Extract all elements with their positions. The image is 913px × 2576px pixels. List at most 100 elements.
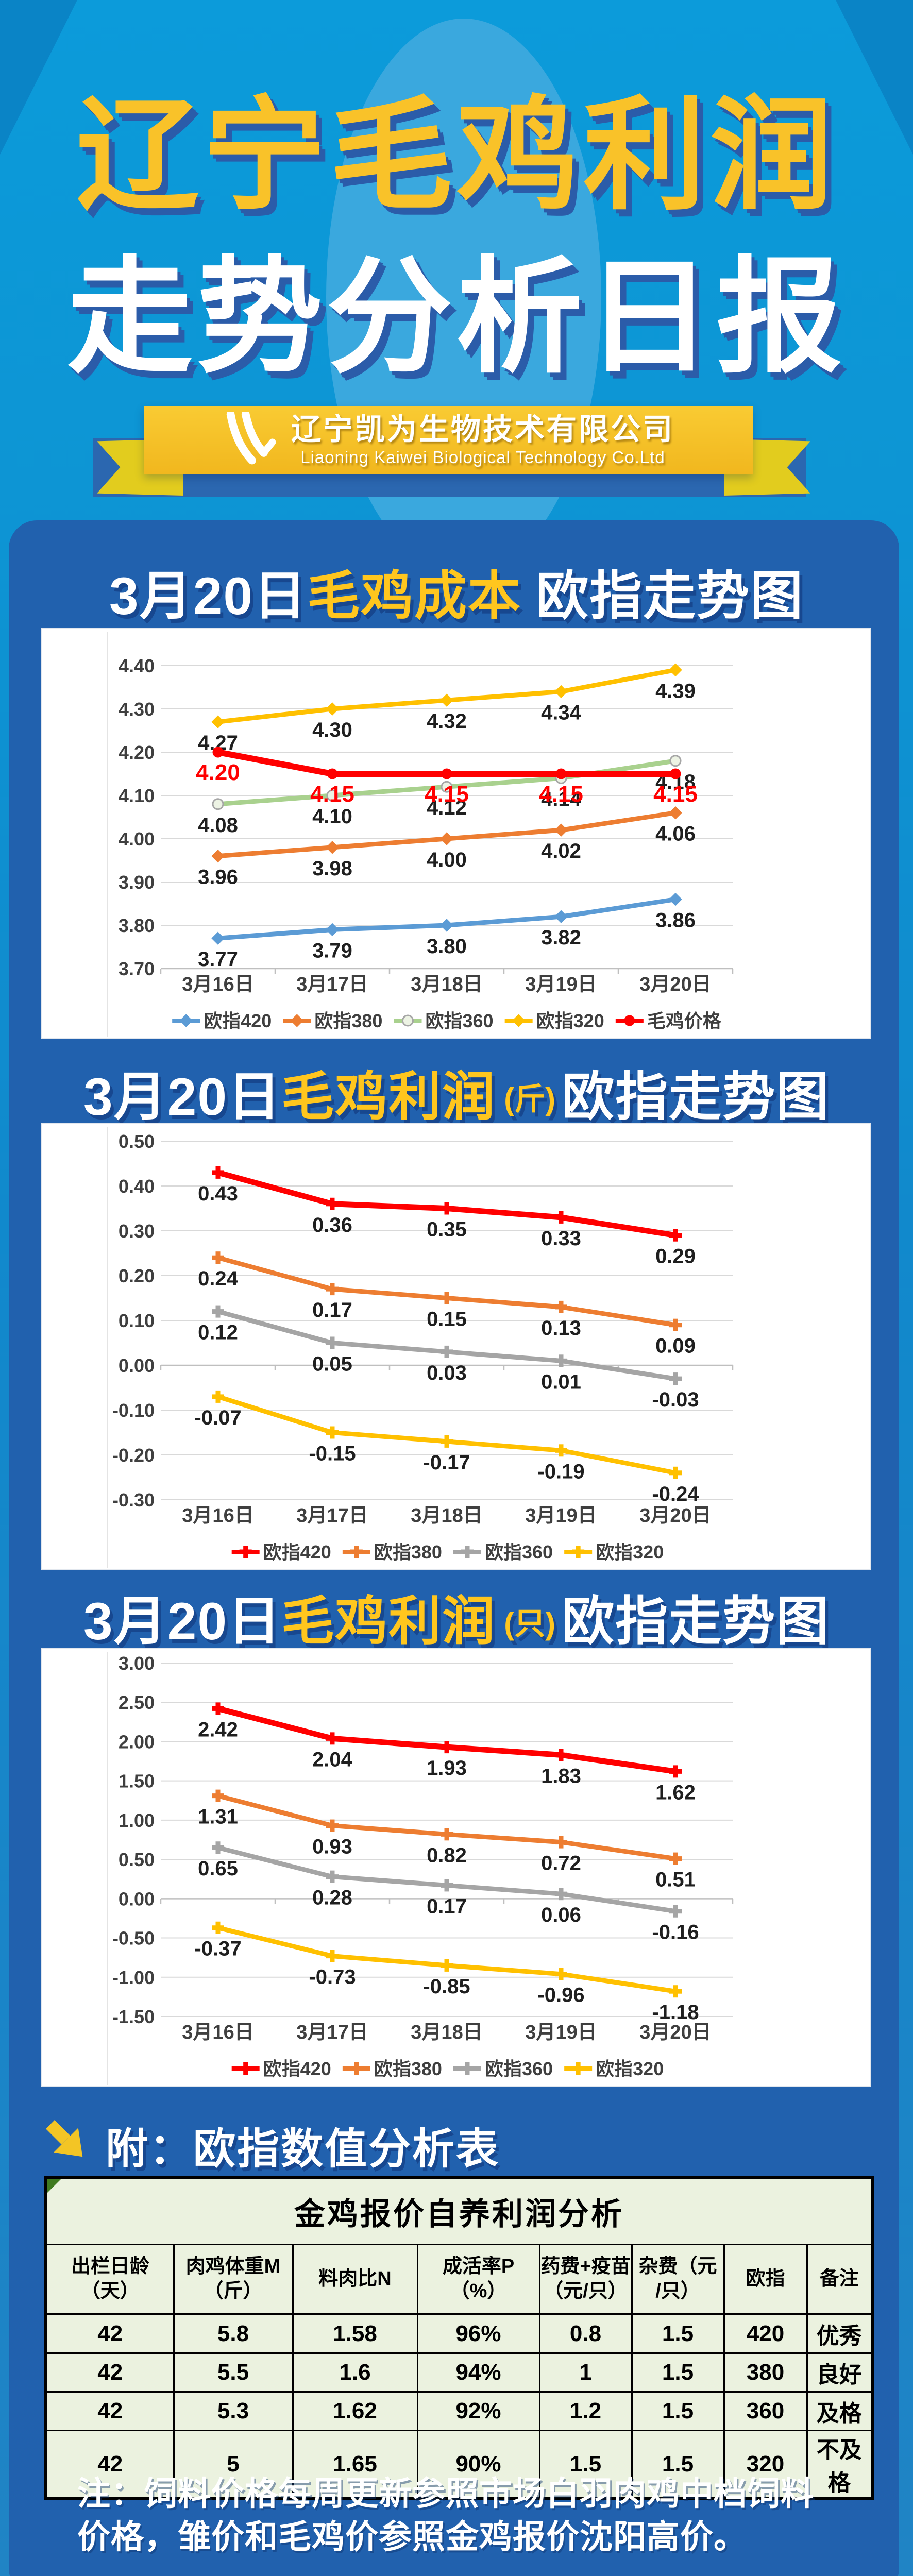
table-header-cell: 肉鸡体重M （斤）: [173, 2244, 294, 2315]
table-cell: 42: [45, 2313, 175, 2354]
svg-text:0.00: 0.00: [119, 1355, 155, 1376]
table-cell: 5.3: [173, 2391, 294, 2431]
svg-text:欧指380: 欧指380: [374, 2058, 442, 2079]
svg-text:0.50: 0.50: [119, 1849, 155, 1870]
table-cell: 1.6: [292, 2352, 418, 2393]
table-cell: 1: [538, 2352, 633, 2393]
svg-text:欧指360: 欧指360: [485, 1541, 553, 1563]
svg-text:3月20日: 3月20日: [639, 2022, 711, 2043]
table-row: 42 5.8 1.58 96% 0.8 1.5 420 优秀: [45, 2313, 873, 2354]
svg-text:0.33: 0.33: [541, 1227, 581, 1250]
svg-text:欧指420: 欧指420: [263, 2058, 331, 2079]
title-date: 3月20日: [109, 567, 308, 625]
table-row: 42 5.3 1.62 92% 1.2 1.5 360 及格: [45, 2391, 873, 2431]
svg-text:3.79: 3.79: [312, 939, 352, 962]
svg-text:3.77: 3.77: [198, 948, 238, 971]
svg-text:-0.30: -0.30: [112, 1489, 155, 1511]
svg-text:4.20: 4.20: [196, 760, 240, 785]
title-highlight: 毛鸡利润: [281, 1592, 496, 1651]
title-suffix: 欧指走势图: [562, 1592, 830, 1651]
table-cell: 优秀: [806, 2313, 873, 2354]
section-title-profit-zhi: 3月20日毛鸡利润 (只) 欧指走势图: [0, 1594, 913, 1649]
profit-jin-chart-box: 0.50 0.40 0.30 0.20 0.10 0.00 -0.10 -0.20 -0.30 3…: [41, 1123, 871, 1570]
company-name-block: 辽宁凯为生物技术有限公司 Liaoning Kaiwei Biological …: [291, 413, 674, 467]
table-cell: 360: [723, 2391, 808, 2431]
svg-text:-0.37: -0.37: [194, 1938, 241, 1960]
svg-text:3月19日: 3月19日: [525, 1505, 597, 1527]
table-corner-marker: [47, 2179, 61, 2193]
table-header-cell: 料肉比N: [292, 2244, 418, 2315]
svg-text:0.30: 0.30: [119, 1221, 155, 1242]
svg-text:0.29: 0.29: [655, 1245, 696, 1268]
table-cell: 1.5: [631, 2352, 725, 2393]
svg-text:0.05: 0.05: [312, 1353, 352, 1376]
svg-text:1.62: 1.62: [655, 1781, 696, 1804]
svg-text:4.34: 4.34: [541, 701, 582, 724]
svg-text:3.00: 3.00: [119, 1653, 155, 1674]
svg-text:4.14: 4.14: [541, 788, 582, 810]
svg-text:4.20: 4.20: [119, 742, 155, 763]
table-cell: 96%: [416, 2313, 540, 2354]
svg-text:-0.10: -0.10: [112, 1400, 155, 1421]
svg-text:-0.24: -0.24: [652, 1483, 699, 1505]
table-header-cell: 备注: [806, 2244, 873, 2315]
svg-text:0.13: 0.13: [541, 1317, 581, 1340]
table-header-cell: 药费+疫苗 （元/只）: [538, 2244, 633, 2315]
svg-text:-0.73: -0.73: [309, 1966, 356, 1989]
svg-text:-0.16: -0.16: [652, 1921, 699, 1944]
svg-text:欧指380: 欧指380: [314, 1010, 382, 1031]
svg-text:0.65: 0.65: [198, 1857, 238, 1880]
svg-text:3月17日: 3月17日: [296, 2022, 368, 2043]
svg-text:3.86: 3.86: [655, 909, 696, 932]
table-cell: 1.5: [538, 2430, 633, 2500]
svg-text:欧指420: 欧指420: [204, 1010, 272, 1031]
table-header-cell: 杂费（元/只）: [631, 2244, 725, 2315]
title-highlight: 毛鸡利润: [281, 1067, 496, 1126]
svg-text:0.10: 0.10: [119, 1310, 155, 1331]
header-title-line2: 走势分析日报: [67, 247, 846, 387]
svg-text:1.31: 1.31: [198, 1806, 238, 1828]
title-highlight: 毛鸡成本: [307, 567, 522, 625]
table-cell: 1.5: [631, 2391, 725, 2431]
svg-text:0.03: 0.03: [427, 1362, 467, 1384]
svg-text:3月16日: 3月16日: [182, 2022, 253, 2043]
svg-text:3.80: 3.80: [119, 915, 155, 936]
svg-text:2.04: 2.04: [312, 1748, 353, 1771]
table-cell: 良好: [806, 2352, 873, 2393]
company-name-cn: 辽宁凯为生物技术有限公司: [291, 412, 674, 446]
svg-text:0.28: 0.28: [312, 1887, 352, 1909]
profit-per-zhi-trend-chart: 3.00 2.50 2.00 1.50 1.00 0.50 0.00 -0.50 -1.00 -1…: [107, 1652, 734, 2085]
table-cell: 不及格: [806, 2430, 873, 2500]
svg-text:欧指360: 欧指360: [426, 1010, 494, 1031]
svg-text:4.32: 4.32: [427, 710, 467, 733]
svg-text:1.00: 1.00: [119, 1810, 155, 1831]
title-unit: (只): [504, 1606, 556, 1641]
table-cell: 42: [45, 2391, 175, 2431]
svg-text:3月16日: 3月16日: [182, 1505, 253, 1527]
table-cell: 92%: [416, 2391, 540, 2431]
note-line-1: 注：饲料价格每周更新参照市场白羽肉鸡中档饲料: [77, 2475, 814, 2512]
svg-text:3.80: 3.80: [427, 935, 467, 958]
svg-text:3.90: 3.90: [119, 872, 155, 893]
svg-text:-0.96: -0.96: [537, 1984, 584, 2007]
table-cell: 1.62: [292, 2391, 418, 2431]
table-header-cell: 成活率P （%）: [416, 2244, 540, 2315]
svg-text:0.17: 0.17: [312, 1299, 352, 1321]
cost-trend-chart: 4.40 4.30 4.20 4.10 4.00 3.90 3.80 3.70 3月16日 3月1…: [107, 632, 734, 1037]
svg-text:4.12: 4.12: [427, 796, 467, 819]
svg-text:4.15: 4.15: [310, 782, 354, 807]
svg-text:0.36: 0.36: [312, 1214, 352, 1236]
svg-text:0.00: 0.00: [119, 1888, 155, 1909]
company-logo-icon: [222, 410, 278, 468]
svg-text:4.10: 4.10: [312, 805, 352, 828]
svg-text:-1.18: -1.18: [652, 2001, 699, 2024]
svg-text:4.39: 4.39: [655, 680, 696, 702]
svg-text:0.20: 0.20: [119, 1265, 155, 1286]
note-line-2: 价格，雏价和毛鸡价参照金鸡报价沈阳高价。: [77, 2518, 747, 2556]
svg-text:0.24: 0.24: [198, 1267, 239, 1290]
svg-text:3.82: 3.82: [541, 926, 581, 949]
profit-analysis-table: 金鸡报价自养利润分析 出栏日龄 （天） 肉鸡体重M （斤） 料肉比N 成活率P （%） 药费+疫…: [44, 2176, 874, 2500]
table-cell: 42: [45, 2352, 175, 2393]
analysis-arrow-icon: [41, 2115, 91, 2167]
svg-text:0.15: 0.15: [427, 1308, 467, 1331]
